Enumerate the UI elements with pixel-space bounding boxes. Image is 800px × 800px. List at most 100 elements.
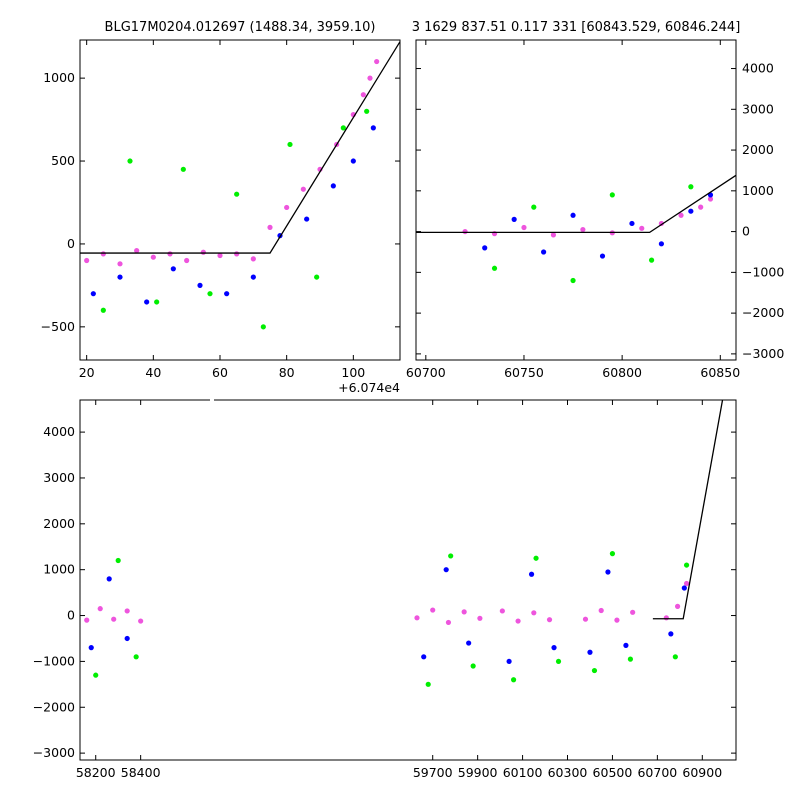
blue-point [605,569,611,575]
green-point [127,158,133,164]
x-tick-label: 60 [212,365,228,380]
blue-point [688,208,694,214]
magenta-point [414,615,420,621]
blue-point [629,220,635,227]
blue-point [587,649,593,655]
green-point [93,672,99,678]
x-tick-label: 60500 [593,765,633,780]
magenta-series [84,58,380,267]
magenta-point [250,256,256,262]
blue-point [304,216,310,222]
green-point [609,551,616,557]
green-point [448,553,454,559]
magenta-point [550,232,557,238]
green-point [648,257,655,263]
blue-point [482,245,488,251]
blue-point [668,631,674,637]
green-series [93,551,690,687]
model-line [80,41,400,254]
green-point [570,277,576,284]
green-point [133,654,139,660]
magenta-point [521,224,527,231]
bottom-axes: 58200 58400 59700 59900 60100 60300 60500 60700… [33,399,737,780]
x-offset-label: +6.074e4 [338,380,400,395]
x-tick-label: 60800 [602,365,642,380]
magenta-point [300,186,306,192]
green-point [510,677,517,683]
blue-point [623,642,629,648]
magenta-point [499,608,505,614]
axes-frame [415,39,737,361]
top-left-axes: 20 40 60 80 100 −500 0 500 1000 +6.074e4 [41,39,401,395]
magenta-point [111,616,117,622]
magenta-point [445,619,452,626]
blue-point [511,216,517,222]
x-tick-label: 59900 [458,765,498,780]
y-tick-label: 0 [67,236,75,251]
blue-point [443,567,449,573]
y-tick-label: 1000 [742,183,774,198]
blue-point [599,253,606,259]
magenta-point [217,252,223,259]
x-tick-label: 60750 [504,365,544,380]
magenta-point [430,607,436,613]
blue-point [330,183,336,189]
x-tick-label: 59700 [413,765,453,780]
magenta-point [477,615,483,621]
y-tick-label: −2000 [742,305,784,320]
green-point [364,108,370,114]
x-tick-label: 20 [79,365,95,380]
axes-frame [79,399,737,761]
magenta-point [630,609,636,615]
magenta-point [374,58,380,65]
y-tick-label: −2000 [33,699,75,714]
magenta-point [580,226,586,233]
green-point [115,557,121,564]
green-point [609,192,615,198]
y-tick-label: 4000 [43,424,75,439]
magenta-point [234,251,240,257]
model-line [416,174,736,234]
y-tick-label: 1000 [43,562,75,577]
y-tick-label: 3000 [742,101,774,116]
blue-point [466,640,472,646]
green-point [688,184,694,190]
y-tick-label: 2000 [742,142,774,157]
top-right-axes: 60700 60750 60800 60850−3000 −2000 −1000 0 1000… [406,39,784,380]
y-tick-label: 2000 [43,516,75,531]
magenta-point [462,228,468,235]
green-point [555,658,562,665]
x-tick-label: 60300 [548,765,588,780]
magenta-point [284,204,290,211]
green-point [533,555,539,561]
green-point [154,299,160,305]
blue-point [421,654,427,660]
magenta-point [97,606,103,612]
blue-point [117,274,123,280]
blue-point [551,645,557,651]
magenta-point [674,603,681,609]
green-point [260,324,266,330]
x-tick-label: 60700 [637,765,677,780]
magenta-point [683,580,690,587]
blue-point [170,266,176,272]
green-point [491,265,498,271]
blue-point [658,241,664,247]
axes-frame [79,39,401,361]
green-point [207,291,213,297]
blue-point [250,274,256,280]
magenta-point [150,254,156,260]
magenta-point [614,617,620,623]
y-tick-label: −1000 [742,264,784,279]
x-tick-label: 60700 [406,365,446,380]
blue-point [88,645,94,651]
magenta-point [84,257,90,264]
magenta-point [138,618,144,624]
blue-series [88,567,687,665]
green-point [531,204,537,210]
blue-point [90,291,96,297]
magenta-point [124,608,130,614]
magenta-point [184,257,190,264]
magenta-point [134,247,140,254]
